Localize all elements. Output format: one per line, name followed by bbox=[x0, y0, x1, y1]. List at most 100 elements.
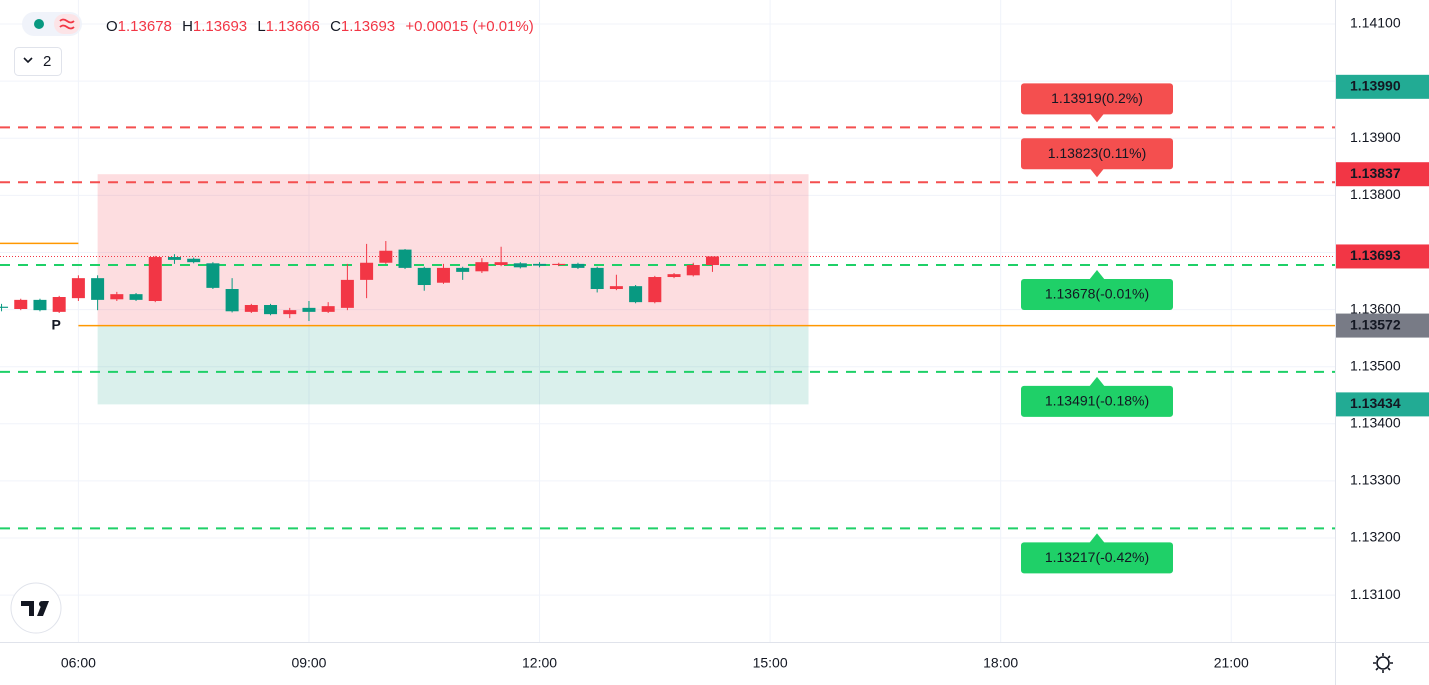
close-value: 1.13693 bbox=[341, 18, 395, 35]
y-tick-label: 1.13400 bbox=[1350, 415, 1401, 431]
level-label: 1.13919(0.2%) bbox=[1051, 90, 1143, 106]
level-pointer bbox=[1089, 167, 1105, 178]
indicators-toggle[interactable] bbox=[14, 47, 62, 76]
settings-icon[interactable] bbox=[1373, 653, 1393, 673]
candle-body bbox=[436, 267, 450, 283]
candle-body bbox=[398, 249, 412, 268]
candle-body bbox=[648, 277, 662, 303]
candle-body bbox=[629, 286, 643, 303]
candle-body bbox=[33, 299, 47, 311]
open-label: O bbox=[106, 18, 118, 35]
level-label: 1.13678(-0.01%) bbox=[1045, 286, 1149, 302]
price-label-bg bbox=[1336, 74, 1429, 99]
price-label: 1.13837 bbox=[1350, 165, 1401, 181]
level-label-bg bbox=[1021, 279, 1173, 311]
level-pointer bbox=[1089, 112, 1105, 123]
candle-body bbox=[167, 257, 181, 260]
candle-body bbox=[14, 299, 28, 310]
logo-badge[interactable] bbox=[10, 582, 62, 634]
pivot-label: P bbox=[52, 316, 61, 332]
candle-body bbox=[379, 250, 393, 263]
y-tick-label: 1.13500 bbox=[1350, 357, 1401, 373]
low-value: 1.13666 bbox=[266, 18, 320, 35]
price-label: 1.13693 bbox=[1350, 247, 1401, 263]
candle-body bbox=[225, 289, 239, 312]
candle-body bbox=[340, 279, 354, 308]
price-label-bg bbox=[1336, 313, 1429, 338]
price-label-bg bbox=[1336, 162, 1429, 187]
y-tick-label: 1.13200 bbox=[1350, 529, 1401, 545]
level-pointer bbox=[1089, 376, 1105, 387]
change-value: +0.00015 (+0.01%) bbox=[405, 18, 533, 35]
ohlc-header: O1.13678 H1.13693 L1.13666 C1.13693 +0.0… bbox=[106, 18, 534, 35]
position-target-zone bbox=[97, 325, 809, 405]
plot: P 1.13919(0.2%) 1.13823(0.11%) 1.13678(-0.0… bbox=[0, 83, 1335, 574]
candle-body bbox=[360, 262, 374, 280]
candle-body bbox=[686, 265, 700, 276]
wave-icon-bg bbox=[54, 14, 80, 34]
level-pointer bbox=[1089, 533, 1105, 544]
y-tick-label: 1.13800 bbox=[1350, 186, 1401, 202]
open-value: 1.13678 bbox=[118, 18, 172, 35]
price-label-bg bbox=[1336, 244, 1429, 269]
x-tick-label: 21:00 bbox=[1214, 655, 1249, 671]
high-label: H bbox=[182, 18, 193, 35]
x-tick-label: 18:00 bbox=[983, 655, 1018, 671]
price-label: 1.13434 bbox=[1350, 395, 1401, 411]
candle-body bbox=[456, 267, 470, 272]
candle-body bbox=[571, 263, 585, 268]
candle-body bbox=[71, 278, 85, 299]
candle-body bbox=[302, 307, 316, 312]
candle-body bbox=[533, 263, 547, 266]
candle-body bbox=[91, 278, 105, 300]
x-tick-label: 09:00 bbox=[291, 655, 326, 671]
level-label: 1.13491(-0.18%) bbox=[1045, 393, 1149, 409]
wave-icon bbox=[59, 18, 75, 30]
candle-body bbox=[0, 306, 9, 308]
x-tick-label: 12:00 bbox=[522, 655, 557, 671]
candle-body bbox=[321, 306, 335, 312]
y-tick-label: 1.13600 bbox=[1350, 300, 1401, 316]
status-dot bbox=[34, 19, 44, 29]
axes: 1.13100 1.13200 1.13300 1.13400 1.13500 1.136… bbox=[61, 15, 1429, 671]
candle-body bbox=[494, 262, 508, 266]
candle-body bbox=[110, 294, 124, 300]
y-tick-label: 1.14100 bbox=[1350, 15, 1401, 31]
candle-body bbox=[244, 305, 258, 312]
y-tick-label: 1.13900 bbox=[1350, 129, 1401, 145]
candle-body bbox=[417, 267, 431, 286]
candle-body bbox=[187, 258, 201, 263]
candle-body bbox=[609, 286, 623, 290]
level-label-bg bbox=[1021, 138, 1173, 170]
candle-body bbox=[475, 262, 489, 272]
chevron-icon bbox=[23, 57, 33, 64]
indicator-count: 2 bbox=[43, 53, 51, 70]
candle-body bbox=[667, 274, 681, 278]
candle-body bbox=[283, 310, 297, 315]
level-label: 1.13217(-0.42%) bbox=[1045, 549, 1149, 565]
level-label-bg bbox=[1021, 385, 1173, 417]
x-tick-label: 15:00 bbox=[753, 655, 788, 671]
level-label-bg bbox=[1021, 83, 1173, 115]
y-tick-label: 1.13100 bbox=[1350, 586, 1401, 602]
price-label: 1.13572 bbox=[1350, 316, 1401, 332]
price-label-bg bbox=[1336, 392, 1429, 417]
low-label: L bbox=[257, 18, 265, 35]
high-value: 1.13693 bbox=[193, 18, 247, 35]
candle-body bbox=[264, 305, 278, 315]
candle-body bbox=[705, 256, 719, 266]
x-tick-label: 06:00 bbox=[61, 655, 96, 671]
position-stop-zone bbox=[97, 174, 809, 326]
candle-body bbox=[52, 297, 66, 312]
price-label: 1.13990 bbox=[1350, 78, 1401, 94]
y-tick-label: 1.13300 bbox=[1350, 472, 1401, 488]
close-label: C bbox=[330, 18, 341, 35]
candle-body bbox=[590, 267, 604, 290]
candle-body bbox=[206, 263, 220, 288]
candle-body bbox=[148, 257, 162, 302]
candle-body bbox=[552, 263, 566, 266]
level-label-bg bbox=[1021, 542, 1173, 574]
candle-body bbox=[129, 294, 143, 300]
logo-dot bbox=[39, 601, 45, 607]
